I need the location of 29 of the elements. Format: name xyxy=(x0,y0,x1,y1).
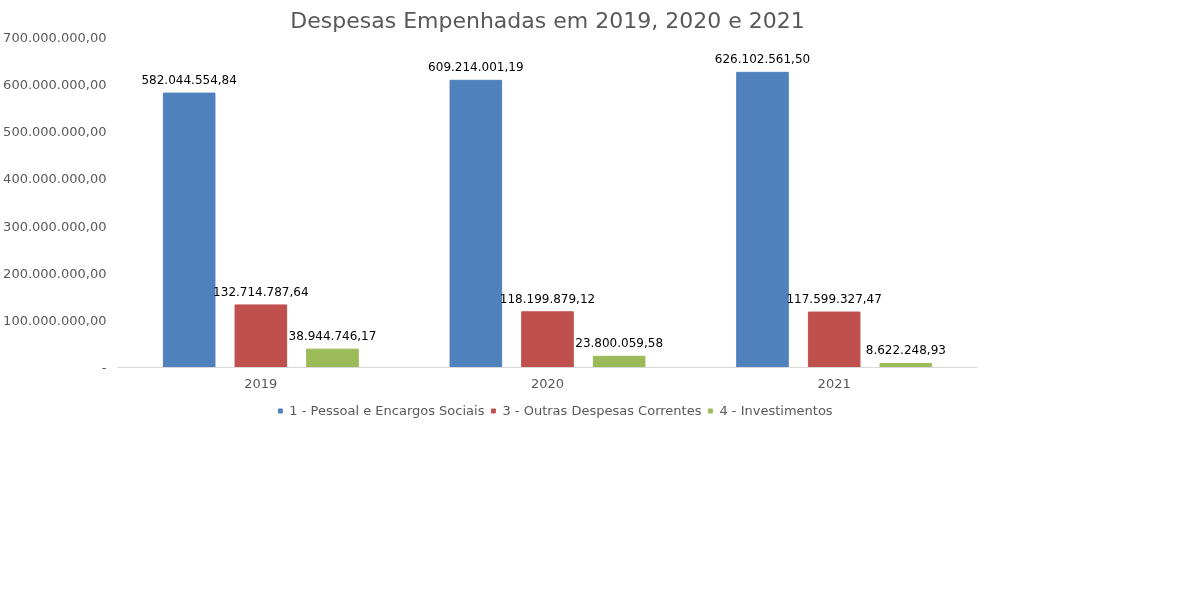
x-tick-label: 2019 xyxy=(244,375,278,391)
y-tick-label: 200.000.000,00 xyxy=(3,265,107,281)
y-tick-label: 600.000.000,00 xyxy=(3,77,107,93)
data-label: 609.214.001,19 xyxy=(428,60,524,75)
legend-label: 4 - Investimentos xyxy=(719,402,833,418)
data-label: 582.044.554,84 xyxy=(141,73,237,88)
bar xyxy=(807,311,861,368)
x-tick-label: 2021 xyxy=(817,375,851,391)
chart-title: Despesas Empenhadas em 2019, 2020 e 2021 xyxy=(290,7,805,33)
legend-label: 3 - Outras Despesas Correntes xyxy=(502,402,702,418)
bar xyxy=(736,71,789,368)
y-tick-label: 400.000.000,00 xyxy=(3,171,107,187)
bar xyxy=(162,92,216,368)
bar xyxy=(592,355,646,368)
bar xyxy=(449,79,503,368)
bar xyxy=(306,348,359,368)
bar xyxy=(521,311,574,368)
y-tick-label: 500.000.000,00 xyxy=(3,124,107,140)
legend-label: 1 - Pessoal e Encargos Sociais xyxy=(289,402,485,418)
data-label: 23.800.059,58 xyxy=(575,336,664,351)
y-tick-label: 300.000.000,00 xyxy=(3,218,107,234)
bar xyxy=(234,304,288,368)
y-tick-label: 100.000.000,00 xyxy=(3,312,107,328)
y-tick-label: 700.000.000,00 xyxy=(3,30,107,45)
data-label: 38.944.746,17 xyxy=(288,329,377,344)
data-label: 8.622.248,93 xyxy=(865,343,946,358)
data-label: 626.102.561,50 xyxy=(714,52,811,67)
x-tick-label: 2020 xyxy=(530,375,565,391)
y-tick-label: - xyxy=(101,360,107,375)
